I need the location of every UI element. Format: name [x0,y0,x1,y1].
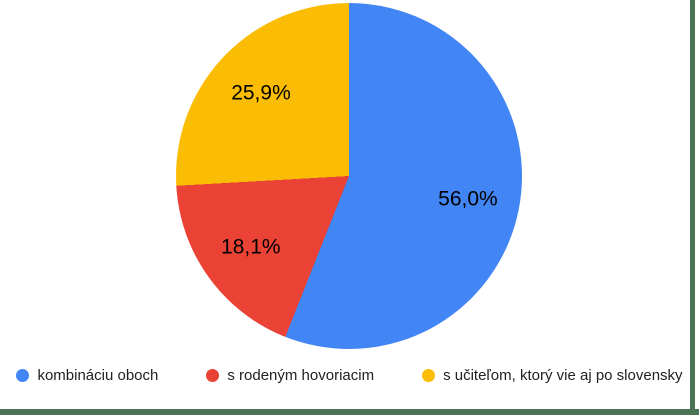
legend-item: kombináciu oboch [16,367,158,384]
legend-label: s rodeným hovoriacim [227,367,375,384]
legend-item: s rodeným hovoriacim [206,367,374,384]
legend-item: s učiteľom, ktorý vie aj po slovensky [422,367,683,384]
legend-color-dot [206,369,220,382]
legend-color-dot [16,369,30,382]
pie-value-label: 18,1% [221,235,281,259]
legend-label: s učiteľom, ktorý vie aj po slovensky [443,367,683,384]
pie-value-label: 25,9% [231,81,291,105]
legend-color-dot [422,369,436,382]
right-border-strip [690,0,695,415]
pie-value-label: 56,0% [438,187,498,211]
bottom-border-strip [0,409,699,415]
legend-label: kombináciu oboch [37,367,159,384]
legend: kombináciu oboch s rodeným hovoriacim s uč… [0,367,699,384]
pie [176,3,522,349]
